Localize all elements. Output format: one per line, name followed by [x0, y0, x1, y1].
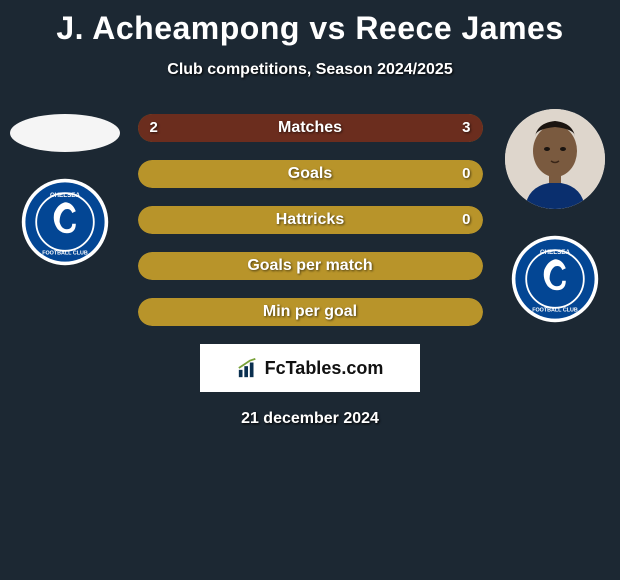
svg-text:CHELSEA: CHELSEA [50, 192, 81, 199]
stat-label: Goals per match [138, 252, 483, 280]
page-title: J. Acheampong vs Reece James [0, 0, 620, 47]
comparison-container: CHELSEA FOOTBALL CLUB [0, 109, 620, 428]
stat-label: Matches [138, 114, 483, 142]
stat-bar: 0Hattricks [138, 206, 483, 234]
club-badge-right: CHELSEA FOOTBALL CLUB [510, 234, 600, 324]
stat-bar: Goals per match [138, 252, 483, 280]
player-photo-left [10, 114, 120, 152]
date-text: 21 december 2024 [0, 410, 620, 428]
stat-label: Hattricks [138, 206, 483, 234]
chelsea-badge-icon: CHELSEA FOOTBALL CLUB [510, 234, 600, 324]
chelsea-badge-icon: CHELSEA FOOTBALL CLUB [20, 177, 110, 267]
right-column: CHELSEA FOOTBALL CLUB [490, 109, 620, 324]
bar-chart-icon [237, 357, 259, 379]
stat-label: Min per goal [138, 298, 483, 326]
watermark-text: FcTables.com [265, 358, 384, 379]
stat-bar: Min per goal [138, 298, 483, 326]
svg-text:FOOTBALL CLUB: FOOTBALL CLUB [42, 250, 88, 256]
stat-bar: 0Goals [138, 160, 483, 188]
svg-text:CHELSEA: CHELSEA [540, 249, 571, 256]
watermark: FcTables.com [200, 344, 420, 392]
stat-bar: 23Matches [138, 114, 483, 142]
svg-text:FOOTBALL CLUB: FOOTBALL CLUB [532, 307, 578, 313]
stats-bars: 23Matches 0Goals 0Hattricks Goals per match… [138, 109, 483, 326]
subtitle: Club competitions, Season 2024/2025 [0, 61, 620, 79]
club-badge-left: CHELSEA FOOTBALL CLUB [20, 177, 110, 267]
player-photo-right [505, 109, 605, 209]
left-column: CHELSEA FOOTBALL CLUB [0, 109, 130, 267]
stat-label: Goals [138, 160, 483, 188]
